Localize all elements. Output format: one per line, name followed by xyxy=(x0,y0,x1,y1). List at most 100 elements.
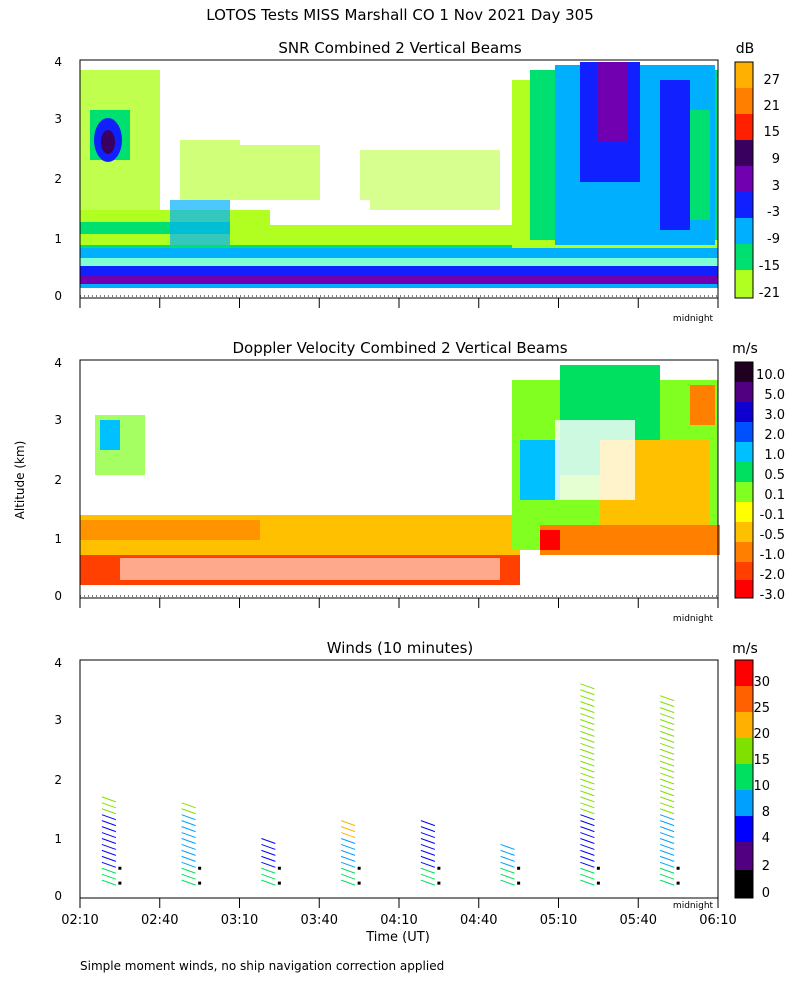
snr-region xyxy=(270,225,520,245)
wind-barb xyxy=(261,861,276,868)
wind-barb xyxy=(420,849,436,856)
velocity-colorbar-label: 1.0 xyxy=(764,448,785,463)
x-tick-label: 02:40 xyxy=(141,913,178,928)
velocity-y-tick-label: 3 xyxy=(54,413,62,427)
wind-barb xyxy=(580,867,595,874)
wind-barb xyxy=(580,802,595,809)
wind-barb xyxy=(580,760,595,767)
wind-barb xyxy=(340,867,356,874)
wind-barb xyxy=(181,832,196,839)
snr-region xyxy=(180,140,320,200)
winds-colorbar-swatch xyxy=(735,870,753,898)
wind-barb xyxy=(340,820,356,827)
wind-barb xyxy=(101,855,117,862)
wind-barb xyxy=(101,879,117,886)
x-tick-label: 02:10 xyxy=(61,913,98,928)
wind-barb xyxy=(659,861,675,868)
wind-barb xyxy=(580,724,595,731)
snr-midnight-label: midnight xyxy=(673,314,714,324)
wind-barb xyxy=(659,802,675,809)
velocity-colorbar: 10.0 5.0 3.0 2.0 1.0 0.5 0.1 -0.1 -0.5 -… xyxy=(734,361,785,603)
velocity-region xyxy=(540,530,560,550)
wind-barb xyxy=(580,742,595,749)
snr-region xyxy=(170,200,230,245)
snr-colorbar-swatch xyxy=(735,88,753,114)
wind-barb xyxy=(181,843,196,850)
wind-barb xyxy=(580,838,595,844)
wind-barb xyxy=(659,838,675,844)
snr-y-tick-label: 0 xyxy=(54,289,62,303)
snr-colorbar-swatch xyxy=(735,192,753,218)
winds-colorbar-label: 0 xyxy=(762,886,770,901)
snr-colorbar-swatch xyxy=(735,244,753,270)
wind-barb xyxy=(420,820,436,827)
wind-barb xyxy=(580,713,595,720)
wind-barb xyxy=(181,838,196,844)
velocity-y-tick-label: 1 xyxy=(54,532,62,546)
velocity-colorbar-label: -3.0 xyxy=(760,588,785,603)
winds-colorbar: 30 25 20 15 10 8 4 2 0 xyxy=(734,659,770,901)
velocity-colorbar-label: -1.0 xyxy=(760,548,785,563)
winds-colorbar-label: 4 xyxy=(762,831,770,846)
winds-y-tick-label: 4 xyxy=(54,656,62,670)
x-tick-label: 04:40 xyxy=(460,913,497,928)
wind-barb xyxy=(181,867,196,874)
wind-barb xyxy=(340,849,356,856)
wind-barb xyxy=(500,861,515,868)
snr-region xyxy=(690,110,710,220)
wind-barb xyxy=(420,879,436,886)
wind-barb xyxy=(580,855,595,862)
figure-title: LOTOS Tests MISS Marshall CO 1 Nov 2021 … xyxy=(206,6,593,24)
winds-colorbar-swatch xyxy=(735,816,753,842)
wind-barb xyxy=(659,760,675,767)
snr-colorbar-label: -3 xyxy=(767,205,780,220)
wind-barb xyxy=(420,832,436,839)
snr-region xyxy=(598,62,628,142)
velocity-region xyxy=(520,440,560,500)
winds-colorbar-swatch xyxy=(735,738,753,764)
snr-colorbar-swatch xyxy=(735,166,753,192)
velocity-colorbar-swatch xyxy=(735,442,753,462)
winds-colorbar-swatch xyxy=(735,660,753,686)
wind-barb xyxy=(420,873,436,880)
snr-colorbar-label: 27 xyxy=(763,73,780,88)
x-axis-ticks: 02:10 02:40 03:10 03:40 04:10 04:40 05:10 05:40… xyxy=(61,298,737,928)
wind-barb xyxy=(659,766,675,773)
velocity-midnight-label: midnight xyxy=(673,614,714,624)
wind-barb xyxy=(500,867,515,874)
winds-colorbar-swatch xyxy=(735,842,753,870)
velocity-colorbar-label: -2.0 xyxy=(760,568,785,583)
wind-barb xyxy=(659,832,675,839)
winds-midnight-label: midnight xyxy=(673,901,714,911)
wind-barb xyxy=(101,796,117,803)
wind-calm-marker xyxy=(517,881,521,885)
velocity-colorbar-swatch xyxy=(735,362,753,382)
snr-colorbar-label: 21 xyxy=(763,99,780,114)
wind-barb xyxy=(580,796,595,803)
snr-colorbar: 27 21 15 9 3 -3 -9 -15 -21 xyxy=(734,61,780,301)
winds-colorbar-label: 30 xyxy=(753,675,770,690)
wind-barb xyxy=(181,873,196,880)
wind-barb xyxy=(500,849,515,856)
wind-barb xyxy=(659,784,675,791)
snr-colorbar-label: 9 xyxy=(772,152,780,167)
wind-barb xyxy=(659,879,675,886)
winds-y-tick-label: 0 xyxy=(54,889,62,903)
wind-calm-marker xyxy=(357,866,361,870)
wind-barb xyxy=(580,843,595,850)
snr-field xyxy=(80,60,718,288)
wind-calm-marker xyxy=(596,866,600,870)
winds-y-axis: 0 1 2 3 4 xyxy=(54,656,62,903)
velocity-gap xyxy=(555,420,635,500)
wind-barbs xyxy=(101,683,680,886)
velocity-colorbar-label: 2.0 xyxy=(764,428,785,443)
wind-barb xyxy=(261,843,276,850)
velocity-colorbar-swatch xyxy=(735,482,753,502)
x-tick-label: 06:10 xyxy=(699,913,736,928)
wind-barb xyxy=(580,879,595,886)
wind-barb xyxy=(101,802,117,809)
winds-axes-frame xyxy=(79,659,719,899)
velocity-colorbar-label: 0.5 xyxy=(764,468,785,483)
winds-colorbar-label: 20 xyxy=(753,727,770,742)
